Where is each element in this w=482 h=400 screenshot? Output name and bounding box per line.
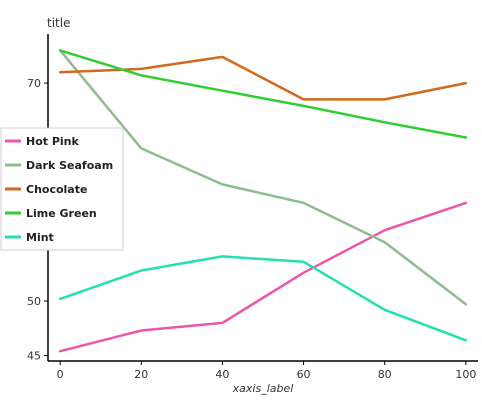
series-line-3 <box>58 49 468 139</box>
series-line-1 <box>58 49 468 306</box>
legend-label-0: Hot Pink <box>26 135 80 148</box>
legend-box <box>0 127 124 251</box>
series-line-2 <box>58 55 468 101</box>
y-tick-label-5: 70 <box>27 77 41 90</box>
series-line-4 <box>58 255 468 342</box>
x-axis-title: xaxis_label <box>232 382 294 395</box>
chart-title: title <box>47 16 70 30</box>
x-tick-label-5: 100 <box>455 368 476 381</box>
legend-label-2: Chocolate <box>26 183 87 196</box>
legend-items: Hot Pink Dark Seafoam Chocolate Lime Green M… <box>5 135 113 244</box>
x-tick-label-0: 0 <box>57 368 64 381</box>
series-line-0 <box>58 201 468 353</box>
x-tick-label-1: 20 <box>134 368 148 381</box>
series-layer <box>58 49 468 353</box>
x-tick-label-2: 40 <box>215 368 229 381</box>
x-tick-label-3: 60 <box>297 368 311 381</box>
x-tick-label-4: 80 <box>378 368 392 381</box>
y-tick-label-1: 50 <box>27 295 41 308</box>
legend: Hot Pink Dark Seafoam Chocolate Lime Green M… <box>0 127 124 251</box>
legend-label-4: Mint <box>26 231 54 244</box>
legend-label-1: Dark Seafoam <box>26 159 113 172</box>
legend-label-3: Lime Green <box>26 207 97 220</box>
y-tick-label-0: 45 <box>27 350 41 363</box>
